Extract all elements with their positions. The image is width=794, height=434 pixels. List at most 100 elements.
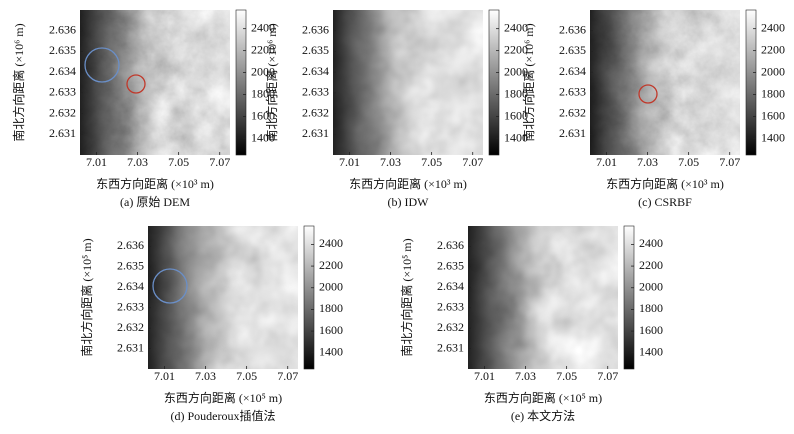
colorbar-tick-label: 1800 xyxy=(639,301,663,315)
y-axis-label: 南北方向距离 (×10⁶ m) xyxy=(521,23,536,141)
colorbar xyxy=(488,9,500,156)
panel: 7.01 7.03 7.05 7.07 2.631 2.632 2.633 2.634 2.63… xyxy=(264,9,528,209)
y-tick-label: 2.635 xyxy=(49,43,76,57)
x-tick-label: 7.01 xyxy=(154,369,175,383)
x-tick-label: 7.05 xyxy=(556,369,577,383)
y-tick-label: 2.632 xyxy=(559,105,586,119)
annotation-circle xyxy=(84,47,120,83)
panel: 7.01 7.03 7.05 7.07 2.631 2.632 2.633 2.634 2.63… xyxy=(521,9,785,209)
colorbar-tick-label: 2000 xyxy=(319,280,343,294)
colorbar-tick-label: 2400 xyxy=(761,20,785,34)
colorbar-tick-label: 1600 xyxy=(504,108,528,122)
colorbar-tick-label: 1400 xyxy=(251,130,275,144)
colorbar xyxy=(303,225,315,370)
colorbar-tick-label: 1800 xyxy=(319,301,343,315)
x-tick-label: 7.05 xyxy=(678,155,699,169)
y-tick-label: 2.634 xyxy=(302,64,329,78)
x-axis-label: 东西方向距离 (×10⁵ m) xyxy=(164,390,282,405)
y-tick-label: 2.635 xyxy=(559,43,586,57)
y-tick-label: 2.636 xyxy=(49,22,76,36)
caption: (e) 本文方法 xyxy=(511,408,575,423)
colorbar-tick-label: 1400 xyxy=(504,130,528,144)
y-tick-label: 2.631 xyxy=(302,126,329,140)
colorbar-tick-label: 2200 xyxy=(319,258,343,272)
x-tick-label: 7.07 xyxy=(462,155,483,169)
annotation-circle xyxy=(126,74,146,94)
colorbar xyxy=(745,9,757,156)
y-tick-label: 2.635 xyxy=(437,259,464,273)
colorbar-tick-label: 2000 xyxy=(251,64,275,78)
colorbar-tick-label: 2400 xyxy=(504,20,528,34)
y-tick-label: 2.631 xyxy=(559,126,586,140)
x-tick-label: 7.07 xyxy=(277,369,298,383)
colorbar xyxy=(235,9,247,156)
y-axis-label: 南北方向距离 (×10⁵ m) xyxy=(399,238,414,356)
caption: (a) 原始 DEM xyxy=(120,195,190,209)
colorbar-tick-label: 1400 xyxy=(761,130,785,144)
y-tick-label: 2.633 xyxy=(437,299,464,313)
x-tick-label: 7.07 xyxy=(209,155,230,169)
annotation-circle xyxy=(152,268,188,304)
colorbar-tick-label: 2000 xyxy=(639,280,663,294)
y-tick-label: 2.633 xyxy=(117,299,144,313)
colorbar-tick-label: 1800 xyxy=(251,86,275,100)
y-tick-label: 2.635 xyxy=(302,43,329,57)
colorbar-tick-label: 1800 xyxy=(504,86,528,100)
colorbar-tick-label: 2000 xyxy=(761,64,785,78)
y-axis-label: 南北方向距离 (×10⁶ m) xyxy=(11,23,26,141)
colorbar-tick-label: 1600 xyxy=(639,323,663,337)
annotation-circle xyxy=(638,84,658,104)
colorbar-tick-label: 2200 xyxy=(761,42,785,56)
heatmap-shade xyxy=(148,226,298,369)
y-tick-label: 2.632 xyxy=(117,320,144,334)
x-tick-label: 7.03 xyxy=(195,369,216,383)
caption: (d) Pouderoux插值法 xyxy=(171,408,276,423)
y-tick-label: 2.634 xyxy=(437,279,464,293)
x-tick-label: 7.03 xyxy=(127,155,148,169)
y-tick-label: 2.632 xyxy=(437,320,464,334)
y-tick-label: 2.633 xyxy=(559,85,586,99)
x-tick-label: 7.05 xyxy=(236,369,257,383)
y-tick-label: 2.632 xyxy=(49,105,76,119)
x-tick-label: 7.01 xyxy=(596,155,617,169)
x-tick-label: 7.01 xyxy=(86,155,107,169)
x-tick-label: 7.03 xyxy=(515,369,536,383)
heatmap-shade xyxy=(590,10,740,155)
colorbar-tick-label: 2200 xyxy=(251,42,275,56)
colorbar-tick-label: 1400 xyxy=(319,345,343,359)
colorbar-tick-label: 2200 xyxy=(504,42,528,56)
x-tick-label: 7.01 xyxy=(474,369,495,383)
colorbar-tick-label: 2400 xyxy=(639,236,663,250)
panel: 7.01 7.03 7.05 7.07 2.631 2.632 2.633 2.634 2.63… xyxy=(399,225,663,423)
y-tick-label: 2.636 xyxy=(302,22,329,36)
y-tick-label: 2.634 xyxy=(117,279,144,293)
y-tick-label: 2.636 xyxy=(437,238,464,252)
y-tick-label: 2.635 xyxy=(117,259,144,273)
caption: (c) CSRBF xyxy=(638,195,692,209)
colorbar-tick-label: 2400 xyxy=(251,20,275,34)
x-axis-label: 东西方向距离 (×10³ m) xyxy=(96,176,214,191)
heatmap-shade xyxy=(333,10,483,155)
colorbar-tick-label: 1400 xyxy=(639,345,663,359)
colorbar-tick-label: 2200 xyxy=(639,258,663,272)
x-tick-label: 7.05 xyxy=(168,155,189,169)
x-tick-label: 7.01 xyxy=(339,155,360,169)
colorbar-tick-label: 2000 xyxy=(504,64,528,78)
y-tick-label: 2.631 xyxy=(49,126,76,140)
heatmap-shade xyxy=(468,226,618,369)
x-tick-label: 7.03 xyxy=(380,155,401,169)
x-tick-label: 7.07 xyxy=(597,369,618,383)
x-axis-label: 东西方向距离 (×10³ m) xyxy=(349,176,467,191)
x-tick-label: 7.05 xyxy=(421,155,442,169)
colorbar-tick-label: 1600 xyxy=(761,108,785,122)
x-axis-label: 东西方向距离 (×10³ m) xyxy=(606,176,724,191)
colorbar-tick-label: 1600 xyxy=(251,108,275,122)
x-tick-label: 7.07 xyxy=(719,155,740,169)
colorbar-tick-label: 2400 xyxy=(319,236,343,250)
y-axis-label: 南北方向距离 (×10⁵ m) xyxy=(79,238,94,356)
x-axis-label: 东西方向距离 (×10⁵ m) xyxy=(484,390,602,405)
panel: 7.01 7.03 7.05 7.07 2.631 2.632 2.633 2.634 2.63… xyxy=(79,225,343,423)
y-axis-label: 南北方向距离 (×10⁶ m) xyxy=(264,23,279,141)
y-tick-label: 2.634 xyxy=(49,64,76,78)
